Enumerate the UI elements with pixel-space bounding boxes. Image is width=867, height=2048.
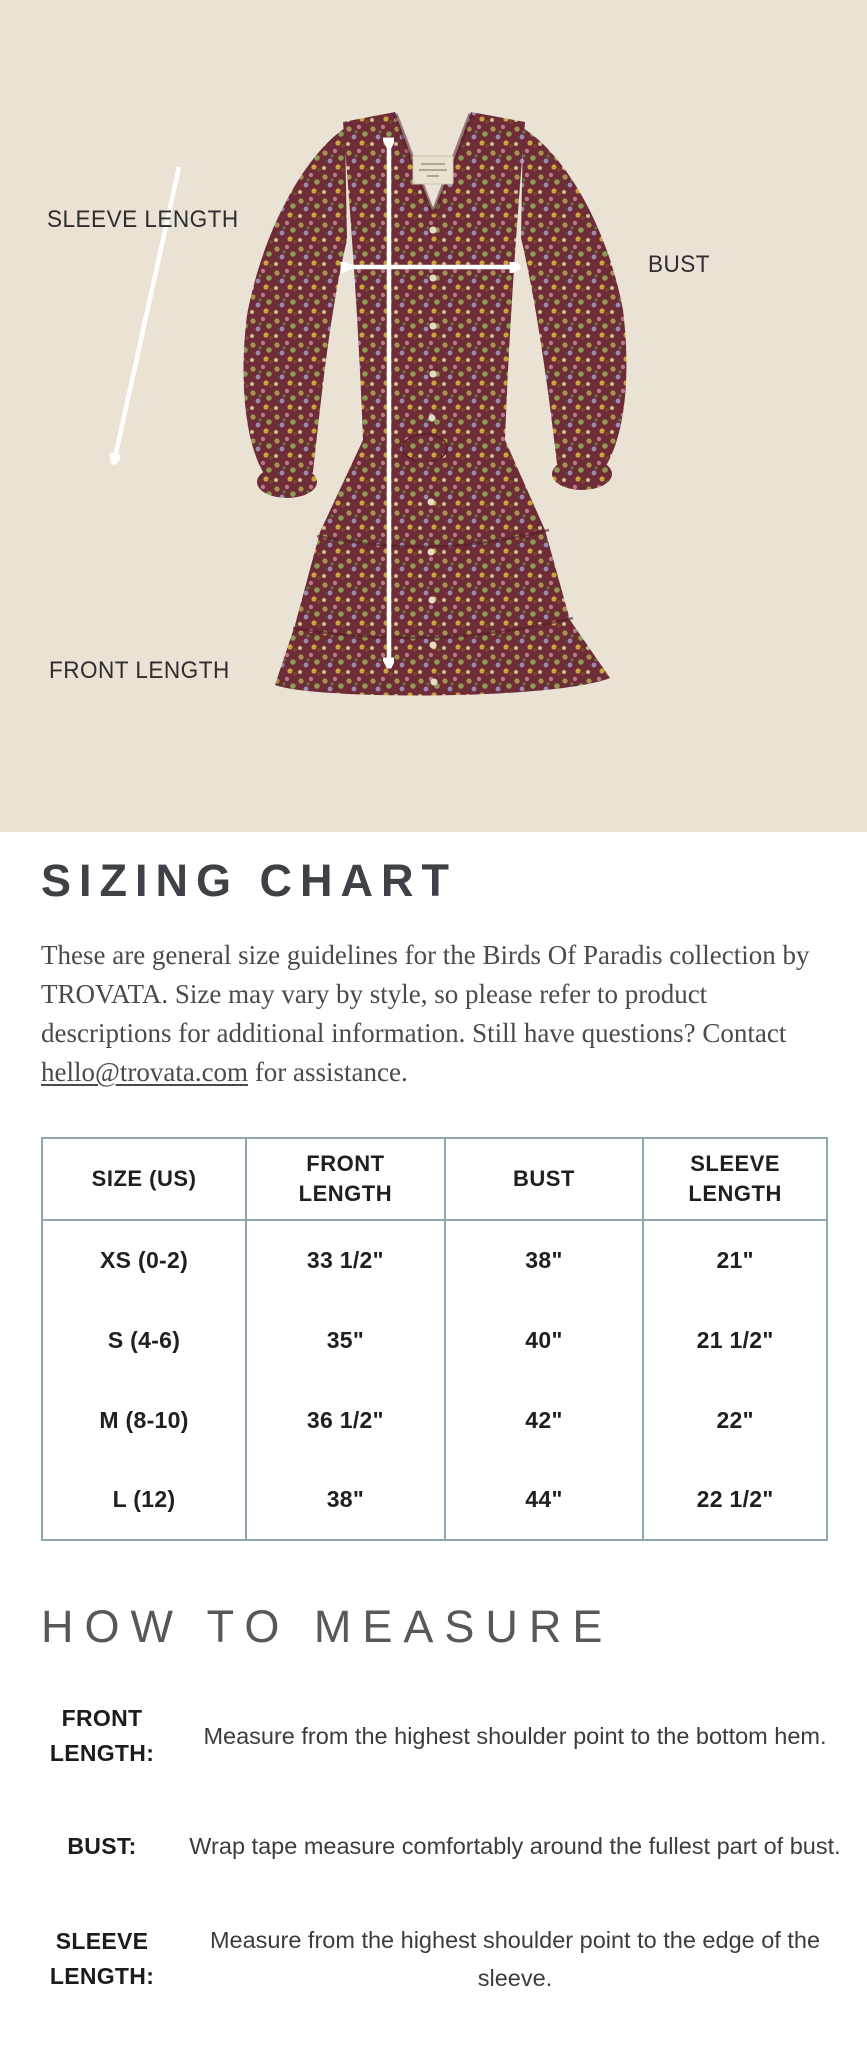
- front-length-label: FRONT LENGTH: [49, 657, 230, 684]
- sleeve-length-arrow: [114, 166, 182, 462]
- col-header-front-length: FRONT LENGTH: [245, 1138, 445, 1221]
- measure-term-front-length: FRONT LENGTH:: [49, 1705, 155, 1766]
- list-item: FRONT LENGTH: Measure from the highest s…: [41, 1701, 827, 1771]
- cell-front-length: 38": [245, 1460, 445, 1540]
- cell-size: L (12): [112, 1486, 176, 1512]
- cell-sleeve-length: 21": [642, 1220, 827, 1300]
- cell-bust: 44": [443, 1460, 644, 1540]
- table-row: L (12) 38" 44" 22 1/2": [42, 1460, 827, 1540]
- list-item: BUST: Wrap tape measure comfortably arou…: [41, 1827, 840, 1865]
- dress-photo: [243, 112, 627, 696]
- size-table-header-row: SIZE (US) FRONT LENGTH BUST SLEEVE LENGT…: [42, 1138, 827, 1221]
- col-header-bust: BUST: [443, 1138, 644, 1221]
- page-title: SIZING CHART: [41, 855, 457, 906]
- how-to-measure-list: FRONT LENGTH: Measure from the highest s…: [41, 1701, 841, 1997]
- size-diagram-hero: SLEEVE LENGTH BUST FRONT LENGTH: [0, 0, 867, 832]
- cell-front-length: 33 1/2": [245, 1220, 445, 1300]
- intro-text-before: These are general size guidelines for th…: [41, 940, 810, 1048]
- list-item: SLEEVE LENGTH: Measure from the highest …: [41, 1921, 826, 1997]
- cell-bust: 42": [443, 1380, 644, 1460]
- cell-size: S (4-6): [107, 1326, 181, 1353]
- measure-term-sleeve-length: SLEEVE LENGTH:: [49, 1928, 155, 1989]
- table-row: XS (0-2) 33 1/2" 38" 21": [42, 1220, 827, 1300]
- cell-sleeve-length: 22": [642, 1380, 827, 1460]
- bust-label: BUST: [648, 251, 711, 278]
- measurement-arrows: [0, 0, 867, 832]
- col-header-size: SIZE (US): [42, 1138, 247, 1221]
- cell-front-length: 36 1/2": [245, 1380, 445, 1460]
- measure-definition: Measure from the highest shoulder point …: [203, 1723, 827, 1749]
- table-row: S (4-6) 35" 40" 21 1/2": [42, 1300, 827, 1380]
- intro-text-after: for assistance.: [248, 1057, 408, 1087]
- sleeve-length-label: SLEEVE LENGTH: [47, 206, 239, 233]
- email-link[interactable]: hello@trovata.com: [41, 1057, 249, 1087]
- cell-size: M (8-10): [99, 1406, 189, 1433]
- table-row: M (8-10) 36 1/2" 42" 22": [42, 1380, 827, 1460]
- cell-bust: 40": [443, 1300, 644, 1380]
- measure-term-bust: BUST:: [67, 1832, 137, 1859]
- cell-bust: 38": [443, 1220, 644, 1300]
- cell-sleeve-length: 21 1/2": [642, 1300, 827, 1380]
- size-table: SIZE (US) FRONT LENGTH BUST SLEEVE LENGT…: [41, 1137, 828, 1541]
- measure-definition: Measure from the highest shoulder point …: [209, 1927, 821, 1991]
- intro-paragraph: These are general size guidelines for th…: [41, 936, 829, 1092]
- col-header-sleeve-length: SLEEVE LENGTH: [642, 1138, 827, 1221]
- cell-front-length: 35": [245, 1300, 445, 1380]
- cell-size: XS (0-2): [100, 1247, 189, 1273]
- how-to-measure-title: HOW TO MEASURE: [41, 1601, 614, 1652]
- sizing-content: SIZING CHART These are general size guid…: [0, 855, 867, 1997]
- cell-sleeve-length: 22 1/2": [642, 1460, 827, 1540]
- measure-definition: Wrap tape measure comfortably around the…: [189, 1833, 841, 1859]
